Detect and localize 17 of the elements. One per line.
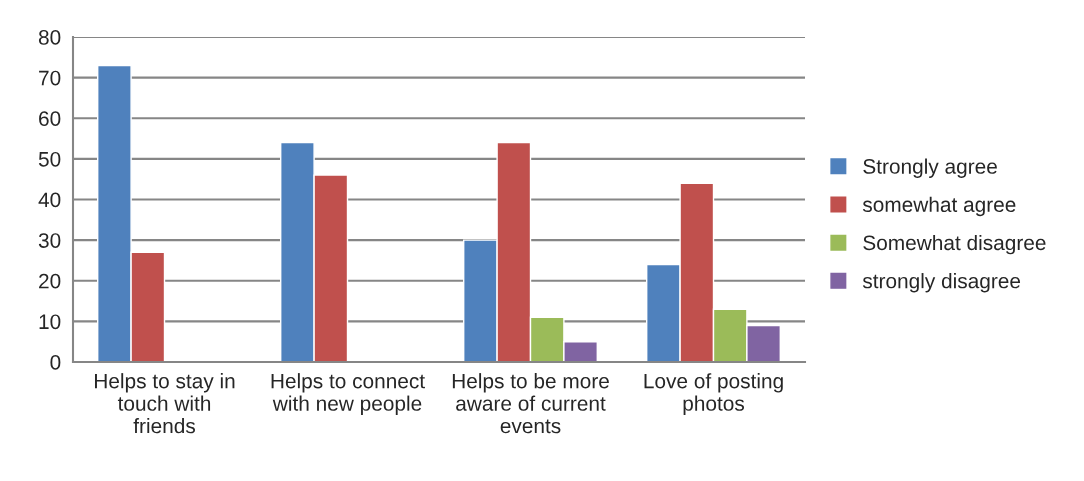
y-tick-label: 0 (50, 355, 61, 370)
x-tick-label: Love of posting photos (644, 373, 783, 415)
legend-label: somewhat agree (862, 196, 1016, 217)
legend-label: strongly disagree (862, 273, 1021, 293)
x-tick-label: Helps to be more aware of current events (452, 373, 609, 434)
y-tick-label: 70 (39, 70, 61, 86)
legend-label: Strongly agree (863, 158, 997, 178)
y-tick-label: 30 (38, 233, 61, 248)
y-tick-label: 40 (38, 192, 61, 208)
y-tick-label: 50 (38, 151, 61, 167)
legend-label: Somewhat disagree (863, 234, 1046, 255)
x-tick-label: Helps to stay in touch with friends (95, 373, 235, 434)
y-tick-label: 80 (38, 30, 61, 45)
y-tick-label: 10 (39, 314, 61, 330)
x-tick-label: Helps to connect with new people (271, 373, 425, 415)
y-tick-label: 60 (39, 111, 61, 126)
y-tick-label: 20 (39, 273, 61, 289)
